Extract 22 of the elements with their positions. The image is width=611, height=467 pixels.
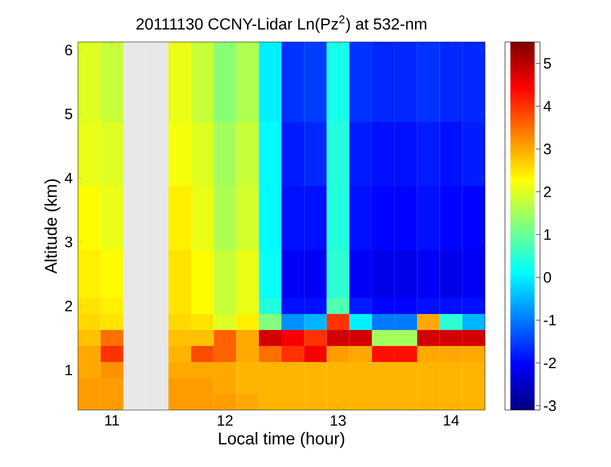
- color-bar-label: 5: [544, 58, 551, 69]
- color-bar-label: -3: [544, 400, 556, 412]
- x-tick-label: 13: [330, 415, 346, 426]
- y-tick-label: 5: [65, 108, 72, 120]
- y-tick-label: 4: [64, 172, 72, 184]
- color-bar-label: -1: [544, 314, 556, 326]
- color-bar-label: 3: [544, 144, 551, 154]
- y-tick-label: 3: [65, 236, 72, 248]
- color-bar-label: 4: [544, 101, 552, 112]
- color-bar-label: 1: [544, 229, 551, 240]
- x-axis-title: Local time (hour): [219, 432, 344, 448]
- color-bar-label: -2: [544, 358, 556, 368]
- x-tick-label: 12: [218, 415, 233, 426]
- y-tick-label: 1: [66, 364, 72, 376]
- y-tick-label: 2: [65, 300, 72, 312]
- color-bar-label: 2: [544, 186, 551, 197]
- y-tick-label: 6: [65, 44, 72, 56]
- y-axis-title: Altitude (km): [44, 179, 60, 274]
- color-bar-label: 0: [544, 272, 551, 283]
- chart-title: 20111130 CCNY-Lidar Ln(Pz$^{2}$) at 532-nm: [136, 15, 426, 33]
- x-tick-label: 14: [444, 415, 459, 426]
- x-tick-label: 11: [105, 415, 119, 426]
